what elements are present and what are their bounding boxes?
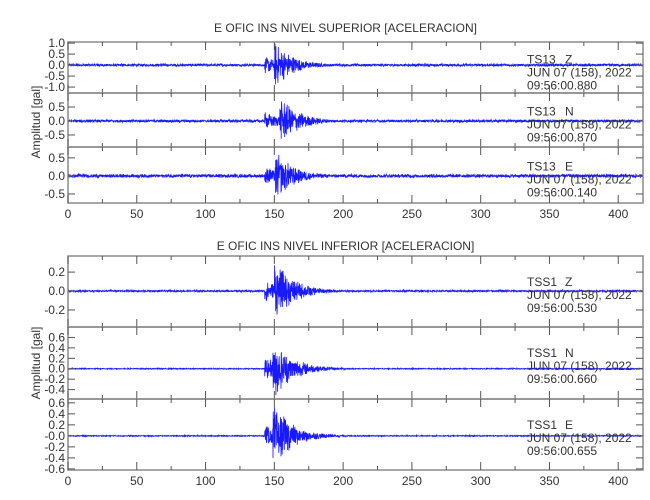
- waveform-TSS1-Z: [67, 265, 644, 315]
- y-axis-label: Amplitud [gal]: [29, 327, 43, 400]
- y-tick-label: -0.5: [44, 69, 65, 83]
- x-tick-label: 300: [471, 474, 491, 488]
- y-tick-label: 0.5: [48, 100, 65, 114]
- y-tick-label: 0.0: [48, 169, 65, 183]
- y-tick-label: 0.6: [48, 396, 65, 410]
- x-tick-label: 100: [196, 474, 216, 488]
- y-tick-label: -0.5: [44, 128, 65, 142]
- station-label: TS13: [527, 160, 556, 174]
- y-tick-label: -1.0: [44, 80, 65, 94]
- time-label: 09:56:00.880: [527, 78, 597, 92]
- waveform-TSS1-N: [67, 352, 644, 396]
- x-tick-label: 150: [264, 474, 284, 488]
- station-label: TSS1: [527, 418, 557, 432]
- y-tick-label: 0.0: [48, 362, 65, 376]
- date-label: JUN 07 (158), 2022: [527, 288, 632, 302]
- chart-title: E OFIC INS NIVEL INFERIOR [ACELERACION]: [217, 239, 475, 253]
- x-tick-label: 100: [196, 207, 216, 221]
- y-tick-label: -0.4: [44, 383, 65, 397]
- component-label: E: [565, 160, 573, 174]
- component-label: N: [565, 346, 574, 360]
- y-tick-label: -0.0: [44, 429, 65, 443]
- y-tick-label: 0.4: [48, 341, 65, 355]
- x-tick-label: 50: [130, 207, 144, 221]
- y-tick-label: 0.0: [48, 284, 65, 298]
- chart-title: E OFIC INS NIVEL SUPERIOR [ACELERACION]: [214, 21, 477, 35]
- station-label: TSS1: [527, 346, 557, 360]
- y-tick-label: -0.2: [44, 372, 65, 386]
- time-label: 09:56:00.870: [527, 131, 597, 145]
- date-label: JUN 07 (158), 2022: [527, 359, 632, 373]
- station-label: TS13: [527, 105, 556, 119]
- component-label: Z: [565, 52, 572, 66]
- y-tick-label: 0.2: [48, 351, 65, 365]
- y-tick-label: 0.5: [48, 47, 65, 61]
- x-tick-label: 350: [539, 474, 559, 488]
- time-label: 09:56:00.655: [527, 444, 597, 458]
- x-tick-label: 200: [333, 474, 353, 488]
- y-tick-label: 1.0: [48, 36, 65, 50]
- y-tick-label: 0.6: [48, 330, 65, 344]
- y-tick-label: -0.2: [44, 440, 65, 454]
- x-tick-label: 150: [264, 207, 284, 221]
- component-label: Z: [565, 275, 572, 289]
- y-tick-label: 0.0: [48, 58, 65, 72]
- x-tick-label: 250: [402, 207, 422, 221]
- x-tick-label: 300: [471, 207, 491, 221]
- time-label: 09:56:00.140: [527, 186, 597, 200]
- y-tick-label: 0.0: [48, 114, 65, 128]
- time-label: 09:56:00.660: [527, 372, 597, 386]
- y-tick-label: -0.5: [44, 187, 65, 201]
- date-label: JUN 07 (158), 2022: [527, 173, 632, 187]
- x-tick-label: 0: [65, 474, 72, 488]
- y-tick-label: 0.5: [48, 151, 65, 165]
- waveform-TS13-E: [67, 154, 644, 195]
- component-label: E: [565, 418, 573, 432]
- waveform-TS13-Z: [67, 43, 644, 85]
- date-label: JUN 07 (158), 2022: [527, 118, 632, 132]
- x-tick-label: 250: [402, 474, 422, 488]
- y-tick-label: -0.6: [44, 462, 65, 476]
- waveform-TS13-N: [67, 101, 644, 139]
- waveform-TSS1-E: [67, 407, 644, 459]
- y-tick-label: 0.4: [48, 407, 65, 421]
- y-tick-label: -0.2: [44, 303, 65, 317]
- y-tick-label: 0.2: [48, 265, 65, 279]
- x-tick-label: 0: [65, 207, 72, 221]
- y-axis-label: Amplitud [gal]: [29, 86, 43, 159]
- x-tick-label: 200: [333, 207, 353, 221]
- x-tick-label: 350: [539, 207, 559, 221]
- y-tick-label: 0.2: [48, 418, 65, 432]
- panel-frame: [67, 398, 644, 471]
- x-tick-label: 400: [608, 474, 628, 488]
- date-label: JUN 07 (158), 2022: [527, 431, 632, 445]
- time-label: 09:56:00.530: [527, 301, 597, 315]
- date-label: JUN 07 (158), 2022: [527, 65, 632, 79]
- station-label: TSS1: [527, 275, 557, 289]
- component-label: N: [565, 105, 574, 119]
- y-tick-label: -0.4: [44, 451, 65, 465]
- station-label: TS13: [527, 52, 556, 66]
- panel-frame: [67, 146, 644, 204]
- x-tick-label: 50: [130, 474, 144, 488]
- x-tick-label: 400: [608, 207, 628, 221]
